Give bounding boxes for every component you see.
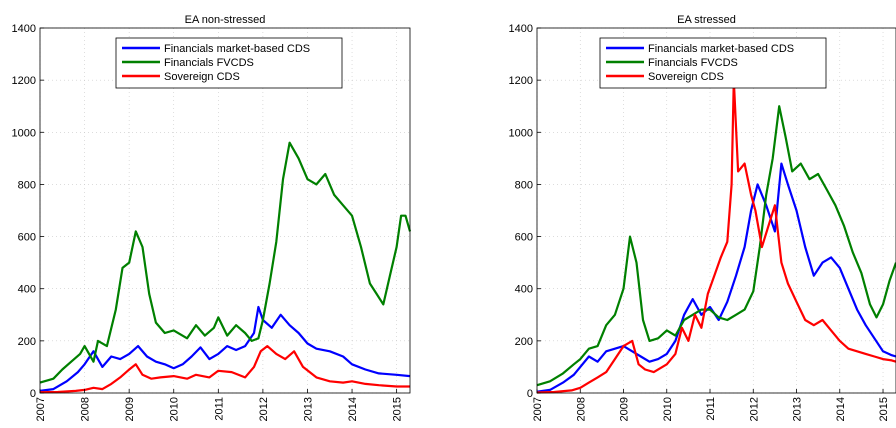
- y-tick-label: 200: [515, 336, 533, 348]
- x-tick-label: 2010: [169, 397, 181, 421]
- plot-frame: [39, 27, 411, 394]
- x-tick-label: 2007: [532, 397, 544, 421]
- legend-label: Financials market-based CDS: [164, 43, 310, 55]
- y-tick-label: 1000: [509, 127, 533, 139]
- chart-ea-non-stressed: 0 200 400 600 800 1000 1200 1400 2007 2008 2009 201…: [12, 14, 412, 421]
- y-tick-label: 800: [18, 179, 36, 191]
- x-tick-label: 2015: [392, 397, 404, 421]
- x-tick-label: 2009: [619, 397, 631, 421]
- x-tick-label: 2014: [835, 397, 847, 421]
- y-tick-label: 400: [515, 284, 533, 296]
- y-tick-label: 600: [18, 232, 36, 244]
- x-tick-label: 2014: [347, 397, 359, 421]
- y-tick-label: 400: [18, 284, 36, 296]
- x-tick-label: 2010: [662, 397, 674, 421]
- x-tick-label: 2011: [705, 397, 717, 421]
- legend-label: Sovereign CDS: [164, 71, 240, 83]
- series-line-2: [39, 345, 410, 394]
- x-tick-label: 2013: [302, 397, 314, 421]
- x-tick-label: 2011: [213, 397, 225, 421]
- y-tick-label: 200: [18, 336, 36, 348]
- x-tick-label: 2012: [748, 397, 760, 421]
- y-tick-label: 1400: [509, 23, 533, 35]
- legend-label: Financials FVCDS: [648, 57, 738, 69]
- x-tick-label: 2007: [35, 397, 47, 421]
- legend-label: Financials FVCDS: [164, 57, 254, 69]
- legend: Financials market-based CDS Financials FV…: [115, 37, 343, 89]
- series-line-0: [536, 162, 896, 393]
- series-line-0: [39, 305, 411, 392]
- y-tick-label: 1200: [509, 75, 533, 87]
- x-tick-label: 2013: [792, 397, 804, 421]
- y-tick-label: 1000: [12, 127, 36, 139]
- x-tick-label: 2008: [575, 397, 587, 421]
- chart-ea-stressed: 0 200 400 600 800 1000 1200 1400 2007 2008 2009 201…: [509, 14, 896, 421]
- y-tick-label: 800: [515, 179, 533, 191]
- y-tick-label: 1400: [12, 23, 36, 35]
- series-line-1: [39, 141, 412, 384]
- x-tick-label: 2015: [878, 397, 890, 421]
- y-tick-label: 0: [30, 388, 36, 400]
- x-tick-label: 2012: [258, 397, 270, 421]
- legend-label: Financials market-based CDS: [648, 43, 794, 55]
- series-line-2: [536, 78, 896, 394]
- chart-title: EA stressed: [677, 14, 736, 26]
- chart-title: EA non-stressed: [185, 14, 266, 26]
- x-tick-label: 2008: [80, 397, 92, 421]
- y-tick-label: 1200: [12, 75, 36, 87]
- legend-label: Sovereign CDS: [648, 71, 724, 83]
- y-tick-label: 0: [527, 388, 533, 400]
- x-tick-label: 2009: [124, 397, 136, 421]
- y-tick-label: 600: [515, 232, 533, 244]
- plot-frame: [536, 27, 896, 394]
- legend: Financials market-based CDS Financials FV…: [599, 37, 827, 89]
- series-line-1: [536, 105, 896, 387]
